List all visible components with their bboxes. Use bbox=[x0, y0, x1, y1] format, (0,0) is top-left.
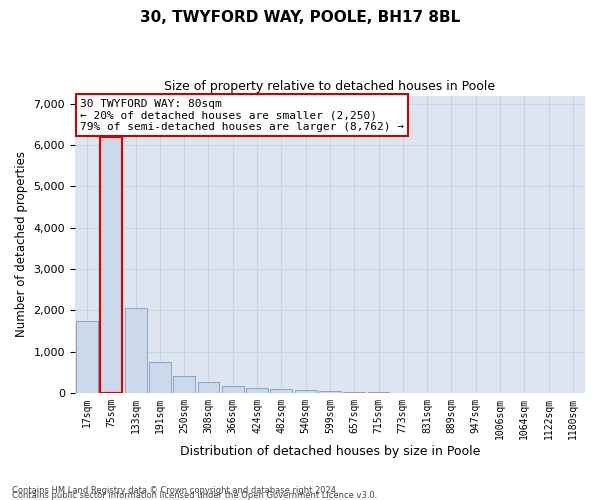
Bar bbox=[173, 376, 195, 393]
Bar bbox=[295, 390, 317, 393]
Bar bbox=[100, 137, 122, 393]
Bar bbox=[319, 390, 341, 393]
Title: Size of property relative to detached houses in Poole: Size of property relative to detached ho… bbox=[164, 80, 496, 93]
Bar bbox=[368, 392, 389, 393]
Text: 30, TWYFORD WAY, POOLE, BH17 8BL: 30, TWYFORD WAY, POOLE, BH17 8BL bbox=[140, 10, 460, 25]
Text: Contains HM Land Registry data © Crown copyright and database right 2024.: Contains HM Land Registry data © Crown c… bbox=[12, 486, 338, 495]
Bar bbox=[271, 389, 292, 393]
Bar bbox=[125, 308, 146, 393]
Bar bbox=[197, 382, 220, 393]
Text: 30 TWYFORD WAY: 80sqm
← 20% of detached houses are smaller (2,250)
79% of semi-d: 30 TWYFORD WAY: 80sqm ← 20% of detached … bbox=[80, 98, 404, 132]
Bar bbox=[149, 362, 171, 393]
Bar bbox=[343, 392, 365, 393]
Text: Contains public sector information licensed under the Open Government Licence v3: Contains public sector information licen… bbox=[12, 490, 377, 500]
Bar bbox=[246, 388, 268, 393]
Bar bbox=[76, 320, 98, 393]
X-axis label: Distribution of detached houses by size in Poole: Distribution of detached houses by size … bbox=[180, 444, 480, 458]
Y-axis label: Number of detached properties: Number of detached properties bbox=[15, 152, 28, 338]
Bar bbox=[222, 386, 244, 393]
